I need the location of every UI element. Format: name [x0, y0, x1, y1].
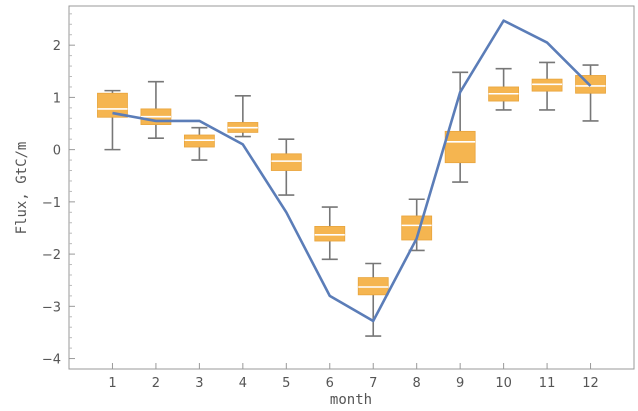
box-month-8	[401, 198, 433, 252]
box-month-2	[140, 80, 172, 139]
y-tick-label: 0	[53, 144, 61, 159]
box-body	[314, 226, 346, 242]
x-tick-label: 7	[369, 376, 377, 391]
line-series	[112, 19, 592, 323]
x-tick-label: 11	[539, 376, 556, 391]
y-axis-title: Flux, GtC/m	[14, 142, 30, 235]
x-tick-label: 2	[152, 376, 160, 391]
x-tick-label: 12	[582, 376, 599, 391]
box-month-10	[488, 67, 520, 111]
y-axis-ticks: −4 −3 −2 −1 0 1 2	[42, 13, 75, 368]
box-month-4	[227, 95, 259, 138]
x-axis-title: month	[330, 392, 372, 408]
box-month-5	[270, 138, 302, 196]
box-plots	[97, 61, 606, 337]
x-axis-ticks: 1 2 3 4 5 6 7 8 9 10 11 12	[108, 363, 599, 391]
y-tick-label: 1	[53, 91, 61, 106]
box-month-3	[183, 126, 215, 161]
box-month-11	[531, 61, 563, 111]
x-tick-label: 8	[413, 376, 421, 391]
box-month-1	[97, 89, 128, 151]
plot-frame	[68, 5, 635, 370]
x-tick-label: 3	[195, 376, 203, 391]
x-tick-label: 4	[239, 376, 247, 391]
x-tick-label: 6	[326, 376, 334, 391]
y-tick-label: 2	[53, 39, 61, 54]
x-tick-label: 1	[108, 376, 116, 391]
flux-line	[112, 19, 592, 323]
y-tick-label: −1	[42, 196, 61, 211]
box-body	[444, 130, 476, 164]
y-tick-label: −4	[42, 353, 61, 368]
x-tick-label: 10	[495, 376, 512, 391]
y-tick-label: −3	[42, 300, 61, 315]
box-body	[270, 153, 302, 171]
box-month-7	[357, 262, 389, 337]
box-month-6	[314, 206, 346, 261]
x-tick-label: 5	[282, 376, 290, 391]
box-body	[401, 215, 433, 241]
y-tick-label: −2	[42, 248, 61, 263]
box-month-12	[575, 64, 606, 122]
box-month-9	[444, 71, 476, 183]
x-tick-label: 9	[456, 376, 464, 391]
